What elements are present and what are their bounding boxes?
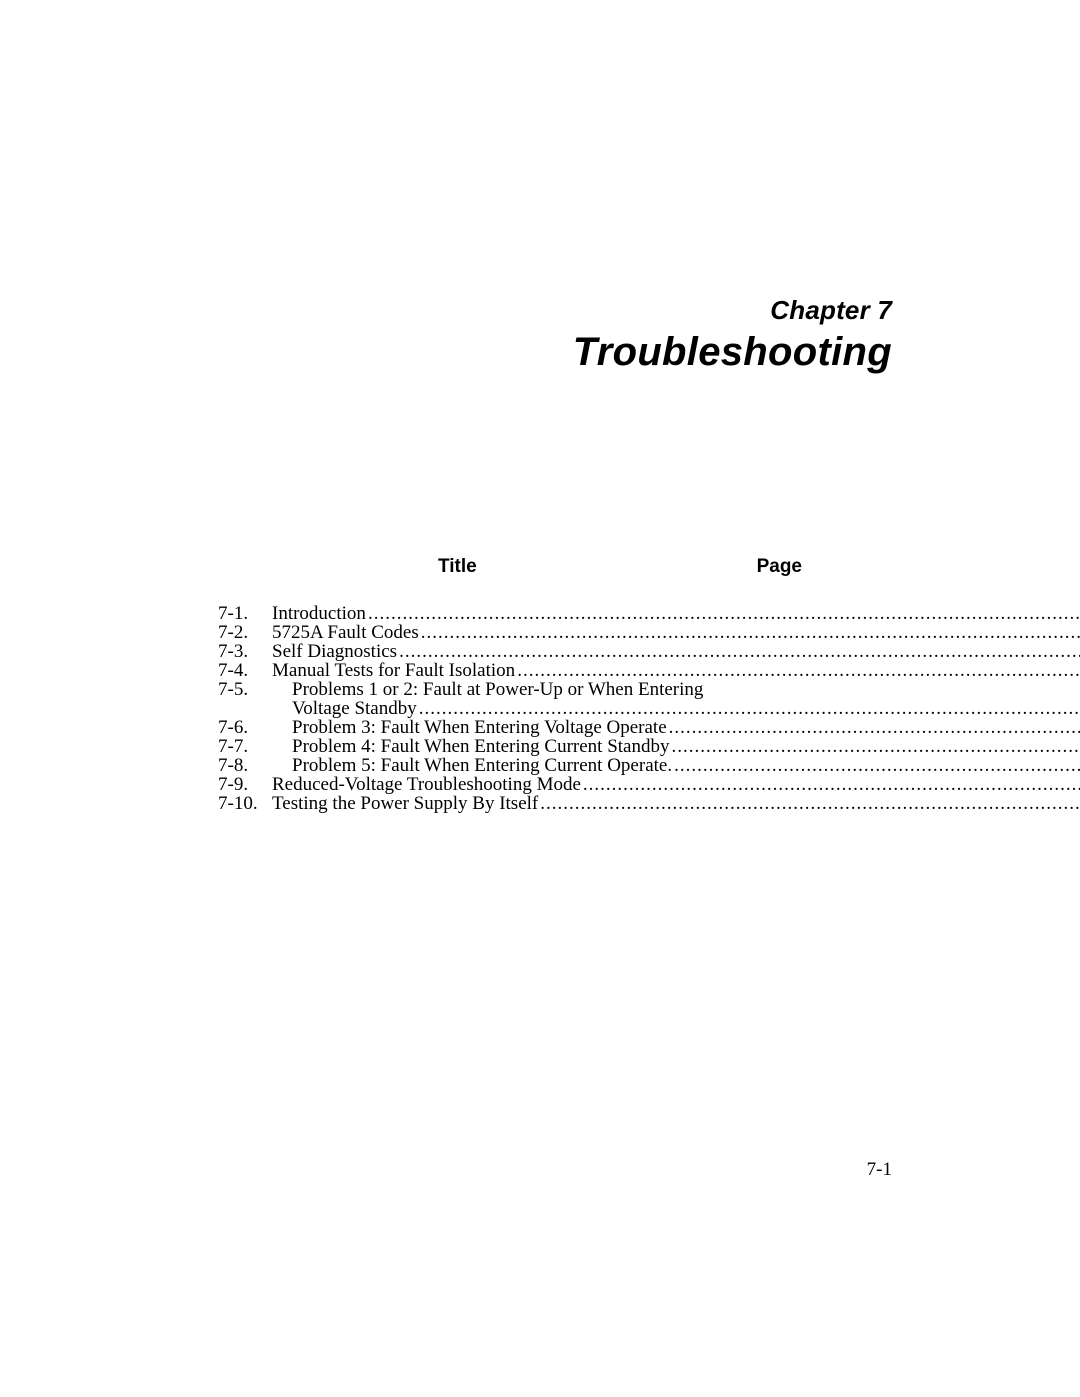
toc-entry-text-wrap: Manual Tests for Fault Isolation7-6 (272, 661, 1080, 680)
toc-leader-dots (581, 775, 1080, 794)
toc-entry-line: Problem 4: Fault When Entering Current S… (272, 737, 1080, 756)
toc-entry-text-wrap: Self Diagnostics7-3 (272, 642, 1080, 661)
toc-row: 7-6.Problem 3: Fault When Entering Volta… (218, 718, 802, 737)
toc-entry-line: 5725A Fault Codes7-3 (272, 623, 1080, 642)
toc-entry-line: Self Diagnostics7-3 (272, 642, 1080, 661)
toc-entry-title: 5725A Fault Codes (272, 623, 419, 642)
toc-entry-number: 7-7. (218, 737, 272, 756)
toc-header-title: Title (438, 556, 752, 578)
toc-entry-number: 7-10. (218, 794, 272, 813)
toc-row: 7-4.Manual Tests for Fault Isolation7-6 (218, 661, 802, 680)
toc-entry-line: Introduction7-3 (272, 604, 1080, 623)
toc-entry-number: 7-3. (218, 642, 272, 661)
toc-entry-title-cont: Voltage Standby (272, 699, 417, 718)
toc-entry-line: Problems 1 or 2: Fault at Power-Up or Wh… (272, 680, 1080, 699)
toc-row: 7-1.Introduction7-3 (218, 604, 802, 623)
toc-leader-dots (366, 604, 1080, 623)
toc-entry-text-wrap: Problems 1 or 2: Fault at Power-Up or Wh… (272, 680, 1080, 718)
toc-row: 7-9.Reduced-Voltage Troubleshooting Mode… (218, 775, 802, 794)
toc-entry-title: Problem 3: Fault When Entering Voltage O… (272, 718, 667, 737)
table-of-contents: Title Page 7-1.Introduction7-37-2.5725A … (218, 556, 802, 813)
toc-entry-text-wrap: Problem 5: Fault When Entering Current O… (272, 756, 1080, 775)
toc-entry-number: 7-5. (218, 680, 272, 699)
toc-entry-title: Problem 4: Fault When Entering Current S… (272, 737, 670, 756)
toc-entry-text-wrap: Problem 4: Fault When Entering Current S… (272, 737, 1080, 756)
toc-entry-line: Manual Tests for Fault Isolation7-6 (272, 661, 1080, 680)
toc-entry-line-cont: Voltage Standby7-7 (272, 699, 1080, 718)
toc-entry-line: Testing the Power Supply By Itself7-9 (272, 794, 1080, 813)
toc-row: 7-7.Problem 4: Fault When Entering Curre… (218, 737, 802, 756)
toc-row: 7-5.Problems 1 or 2: Fault at Power-Up o… (218, 680, 802, 718)
toc-header-page: Page (752, 556, 802, 578)
toc-entry-line: Problem 3: Fault When Entering Voltage O… (272, 718, 1080, 737)
toc-leader-dots (397, 642, 1080, 661)
page-number: 7-1 (867, 1159, 892, 1181)
toc-row: 7-2.5725A Fault Codes7-3 (218, 623, 802, 642)
toc-entry-number: 7-4. (218, 661, 272, 680)
toc-header-row: Title Page (218, 556, 802, 578)
toc-entry-title: Manual Tests for Fault Isolation (272, 661, 515, 680)
toc-leader-dots (419, 623, 1080, 642)
toc-entry-text-wrap: 5725A Fault Codes7-3 (272, 623, 1080, 642)
toc-leader-dots (672, 756, 1080, 775)
toc-entry-text-wrap: Reduced-Voltage Troubleshooting Mode7-8 (272, 775, 1080, 794)
toc-body: 7-1.Introduction7-37-2.5725A Fault Codes… (218, 604, 802, 813)
toc-row: 7-3.Self Diagnostics7-3 (218, 642, 802, 661)
toc-entry-title: Testing the Power Supply By Itself (272, 794, 538, 813)
toc-entry-title: Problem 5: Fault When Entering Current O… (272, 756, 672, 775)
chapter-label: Chapter 7 (573, 295, 892, 326)
toc-entry-number: 7-6. (218, 718, 272, 737)
toc-leader-dots (417, 699, 1080, 718)
toc-leader-dots (515, 661, 1080, 680)
toc-row: 7-10.Testing the Power Supply By Itself7… (218, 794, 802, 813)
toc-entry-number: 7-9. (218, 775, 272, 794)
toc-entry-title: Problems 1 or 2: Fault at Power-Up or Wh… (272, 680, 703, 699)
toc-entry-title: Introduction (272, 604, 366, 623)
chapter-heading-block: Chapter 7 Troubleshooting (573, 295, 892, 375)
toc-entry-number: 7-2. (218, 623, 272, 642)
toc-entry-number: 7-8. (218, 756, 272, 775)
toc-leader-dots (670, 737, 1080, 756)
toc-entry-text-wrap: Introduction7-3 (272, 604, 1080, 623)
toc-entry-line: Problem 5: Fault When Entering Current O… (272, 756, 1080, 775)
toc-entry-line: Reduced-Voltage Troubleshooting Mode7-8 (272, 775, 1080, 794)
toc-entry-title: Reduced-Voltage Troubleshooting Mode (272, 775, 581, 794)
toc-entry-text-wrap: Problem 3: Fault When Entering Voltage O… (272, 718, 1080, 737)
toc-leader-dots (667, 718, 1080, 737)
toc-leader-dots (538, 794, 1080, 813)
toc-entry-text-wrap: Testing the Power Supply By Itself7-9 (272, 794, 1080, 813)
toc-entry-title: Self Diagnostics (272, 642, 397, 661)
toc-entry-number: 7-1. (218, 604, 272, 623)
toc-row: 7-8.Problem 5: Fault When Entering Curre… (218, 756, 802, 775)
chapter-title: Troubleshooting (573, 330, 892, 375)
document-page: Chapter 7 Troubleshooting Title Page 7-1… (0, 0, 1080, 1397)
